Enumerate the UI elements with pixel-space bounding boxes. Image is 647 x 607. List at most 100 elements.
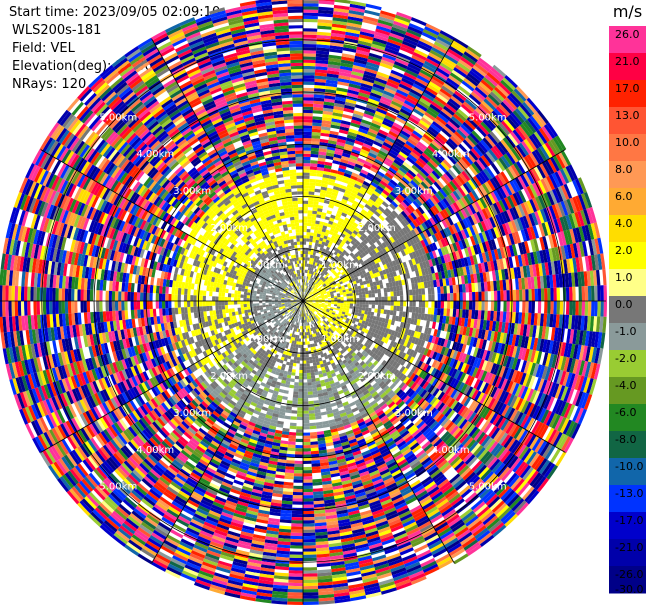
velocity-bin xyxy=(319,275,323,280)
velocity-bin xyxy=(323,266,327,271)
velocity-bin xyxy=(448,98,461,109)
velocity-bin xyxy=(354,55,368,62)
velocity-bin xyxy=(323,107,334,113)
velocity-bin xyxy=(489,91,503,104)
velocity-bin xyxy=(380,96,393,104)
velocity-bin xyxy=(368,301,372,305)
velocity-bin xyxy=(442,159,453,169)
velocity-bin xyxy=(385,136,396,144)
velocity-bin xyxy=(382,159,392,167)
velocity-bin xyxy=(355,289,359,293)
velocity-bin xyxy=(359,86,372,93)
velocity-bin xyxy=(312,390,318,395)
velocity-bin xyxy=(572,286,576,301)
velocity-bin xyxy=(389,203,397,211)
velocity-bin xyxy=(318,224,324,229)
velocity-bin xyxy=(386,41,401,50)
velocity-bin xyxy=(312,362,317,366)
velocity-bin xyxy=(423,89,437,99)
velocity-bin xyxy=(304,332,307,336)
velocity-bin xyxy=(374,308,378,313)
velocity-bin xyxy=(356,250,362,256)
velocity-bin xyxy=(388,166,397,175)
velocity-bin xyxy=(303,288,305,292)
velocity-bin xyxy=(308,283,311,287)
velocity-bin xyxy=(316,31,332,36)
velocity-bin xyxy=(446,77,460,88)
velocity-bin xyxy=(449,72,464,83)
velocity-bin xyxy=(348,10,365,16)
velocity-bin xyxy=(367,234,373,241)
velocity-bin xyxy=(402,102,415,111)
velocity-bin xyxy=(354,252,359,258)
velocity-bin xyxy=(311,135,321,139)
velocity-bin xyxy=(414,198,423,207)
velocity-bin xyxy=(335,176,343,182)
velocity-bin xyxy=(328,220,334,225)
velocity-bin xyxy=(488,69,503,82)
velocity-bin xyxy=(349,295,354,299)
velocity-bin xyxy=(377,153,387,160)
velocity-bin xyxy=(303,210,308,214)
velocity-bin xyxy=(303,137,312,142)
velocity-bin xyxy=(439,110,451,121)
velocity-bin xyxy=(349,252,355,257)
velocity-bin xyxy=(388,35,403,44)
velocity-bin xyxy=(325,82,338,88)
velocity-bin xyxy=(484,74,499,87)
velocity-bin xyxy=(481,301,485,311)
velocity-bin xyxy=(409,301,413,307)
velocity-bin xyxy=(422,63,437,73)
velocity-bin xyxy=(309,287,313,291)
velocity-bin xyxy=(312,119,322,124)
velocity-bin xyxy=(415,306,419,314)
velocity-bin xyxy=(314,88,326,93)
velocity-bin xyxy=(309,178,316,183)
velocity-bin xyxy=(365,304,369,308)
velocity-bin xyxy=(581,286,586,301)
velocity-bin xyxy=(422,114,434,124)
velocity-bin xyxy=(369,92,382,100)
velocity-bin xyxy=(470,112,483,124)
velocity-bin xyxy=(405,196,413,205)
velocity-bin xyxy=(431,75,445,86)
velocity-bin xyxy=(356,298,360,301)
velocity-bin xyxy=(338,71,352,78)
velocity-bin xyxy=(350,175,358,181)
velocity-bin xyxy=(303,59,316,64)
velocity-bin xyxy=(327,298,332,300)
velocity-bin xyxy=(439,88,453,99)
velocity-bin xyxy=(308,400,314,405)
velocity-bin xyxy=(329,45,344,51)
velocity-bin xyxy=(441,144,452,155)
velocity-bin xyxy=(306,369,311,373)
velocity-bin xyxy=(433,307,438,316)
velocity-bin xyxy=(472,65,487,77)
velocity-bin xyxy=(328,140,337,145)
velocity-bin xyxy=(478,301,482,311)
velocity-bin xyxy=(306,289,309,293)
velocity-bin xyxy=(347,230,353,236)
velocity-bin xyxy=(478,81,492,94)
velocity-bin xyxy=(334,226,340,232)
velocity-bin xyxy=(380,59,394,67)
velocity-bin xyxy=(327,64,341,69)
velocity-bin xyxy=(569,286,573,301)
velocity-bin xyxy=(351,71,364,77)
velocity-bin xyxy=(351,407,359,413)
velocity-bin xyxy=(365,3,382,11)
velocity-bin xyxy=(370,122,381,130)
velocity-bin xyxy=(308,280,311,284)
velocity-bin xyxy=(314,226,319,231)
velocity-bin xyxy=(440,293,445,301)
velocity-bin xyxy=(411,164,421,173)
velocity-bin xyxy=(309,254,313,259)
velocity-bin xyxy=(349,6,365,13)
velocity-bin xyxy=(362,77,375,84)
velocity-bin xyxy=(332,14,349,20)
velocity-bin xyxy=(315,66,328,71)
velocity-bin xyxy=(495,106,508,119)
velocity-bin xyxy=(512,301,517,313)
velocity-bin xyxy=(319,192,326,197)
velocity-bin xyxy=(412,200,420,209)
